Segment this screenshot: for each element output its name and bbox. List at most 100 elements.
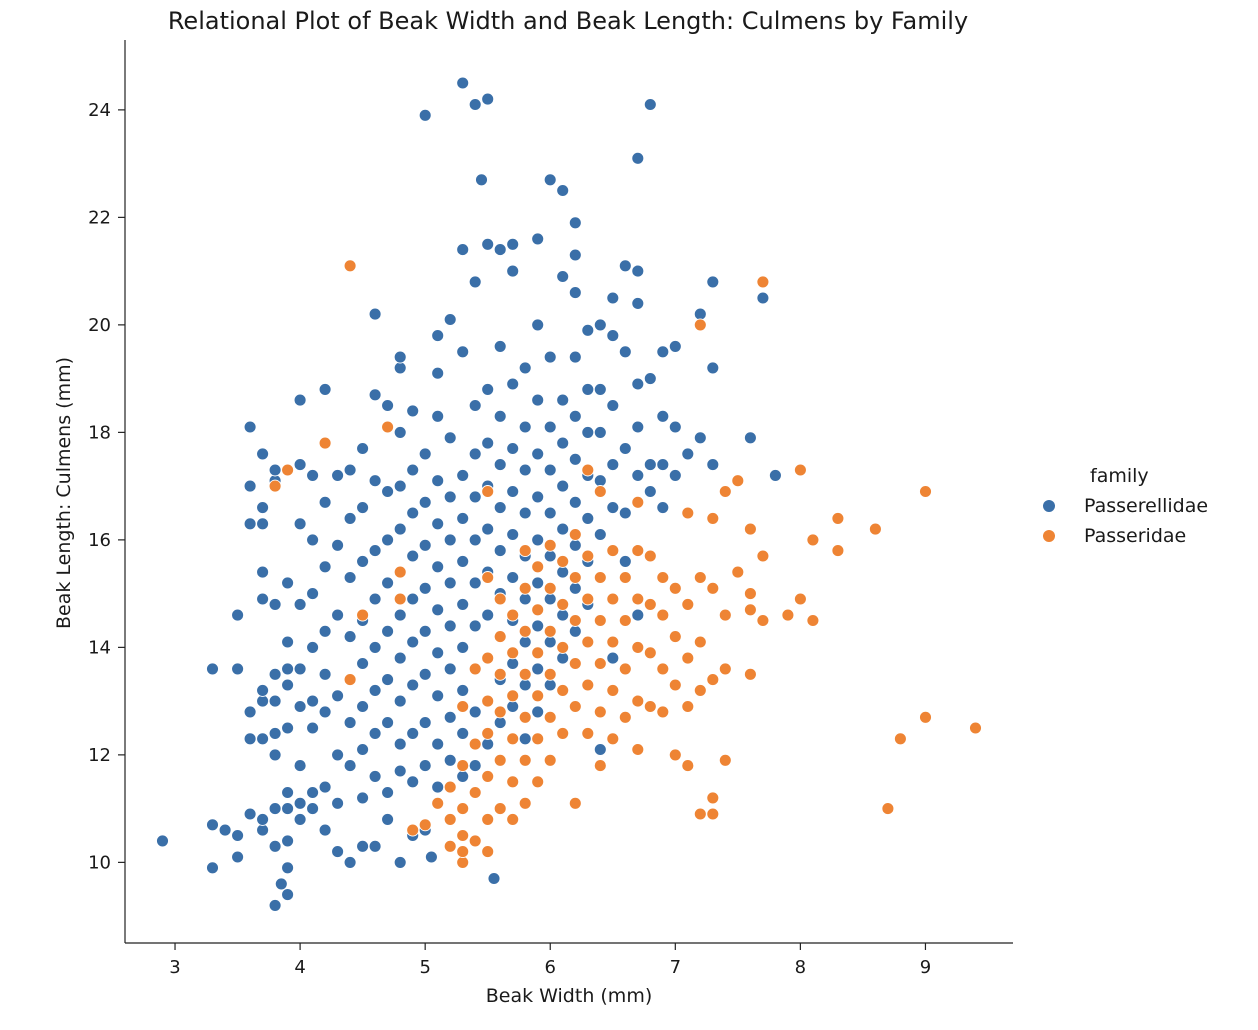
point-passeridae — [643, 597, 657, 611]
point-passerellidae — [593, 425, 607, 439]
point-passerellidae — [418, 667, 432, 681]
point-passerellidae — [506, 237, 520, 251]
point-passerellidae — [556, 522, 570, 536]
point-passerellidae — [368, 544, 382, 558]
point-passeridae — [431, 796, 445, 810]
point-passeridae — [493, 630, 507, 644]
point-passerellidae — [431, 329, 445, 343]
point-passerellidae — [543, 420, 557, 434]
point-passerellidae — [593, 474, 607, 488]
point-passeridae — [693, 571, 707, 584]
point-passerellidae — [268, 839, 282, 853]
point-passerellidae — [568, 248, 582, 262]
point-passerellidae — [318, 667, 332, 681]
point-passerellidae — [406, 592, 420, 606]
point-passerellidae — [656, 409, 670, 423]
point-passerellidae — [668, 420, 682, 434]
point-passeridae — [268, 479, 282, 493]
point-passerellidae — [556, 184, 570, 197]
point-passerellidae — [593, 318, 607, 332]
point-passerellidae — [331, 538, 345, 552]
point-passerellidae — [256, 683, 270, 697]
point-passeridae — [606, 635, 620, 649]
point-passerellidae — [293, 700, 307, 713]
point-passerellidae — [581, 323, 595, 337]
point-passeridae — [568, 657, 582, 670]
y-tick-label: 24 — [88, 100, 111, 121]
point-passerellidae — [481, 92, 495, 106]
point-passerellidae — [631, 608, 645, 622]
point-passerellidae — [556, 436, 570, 450]
point-passerellidae — [306, 587, 320, 601]
point-passeridae — [481, 769, 495, 783]
point-passerellidae — [443, 710, 457, 724]
point-passeridae — [668, 630, 682, 644]
point-passeridae — [481, 485, 495, 498]
point-passerellidae — [356, 657, 370, 670]
point-passerellidae — [281, 888, 295, 902]
point-passerellidae — [243, 517, 257, 531]
point-passerellidae — [268, 802, 282, 816]
point-passerellidae — [256, 732, 270, 746]
point-passeridae — [631, 592, 645, 606]
point-passeridae — [656, 608, 670, 622]
point-passerellidae — [518, 361, 532, 375]
point-passerellidae — [281, 834, 295, 848]
point-passerellidae — [318, 705, 332, 719]
point-passeridae — [518, 753, 532, 767]
point-passeridae — [468, 834, 482, 848]
point-passeridae — [468, 737, 482, 751]
point-passerellidae — [531, 533, 545, 547]
point-passeridae — [793, 592, 807, 606]
point-passerellidae — [518, 420, 532, 434]
point-passerellidae — [393, 350, 407, 364]
point-passerellidae — [493, 458, 507, 472]
point-passeridae — [543, 581, 557, 595]
legend-title: family — [1090, 465, 1149, 487]
point-passerellidae — [456, 769, 470, 783]
point-passerellidae — [393, 608, 407, 622]
point-passeridae — [568, 796, 582, 810]
point-passerellidae — [706, 275, 720, 289]
point-passeridae — [456, 855, 470, 869]
point-passerellidae — [543, 173, 557, 187]
point-passerellidae — [406, 678, 420, 692]
point-passeridae — [668, 678, 682, 692]
point-passerellidae — [318, 624, 332, 638]
point-passerellidae — [331, 748, 345, 762]
point-passerellidae — [293, 597, 307, 611]
point-passerellidae — [693, 307, 707, 321]
point-passerellidae — [368, 769, 382, 783]
point-passerellidae — [456, 640, 470, 654]
point-passerellidae — [656, 501, 670, 515]
y-tick-label: 20 — [88, 315, 111, 336]
point-passeridae — [456, 845, 470, 859]
point-passerellidae — [543, 463, 557, 477]
point-passerellidae — [581, 382, 595, 396]
point-passerellidae — [493, 339, 507, 353]
point-passerellidae — [381, 716, 395, 730]
point-passerellidae — [493, 243, 507, 257]
point-passerellidae — [606, 329, 620, 343]
point-passeridae — [743, 603, 757, 617]
point-passerellidae — [556, 479, 570, 493]
point-passerellidae — [356, 791, 370, 805]
point-passerellidae — [393, 651, 407, 665]
point-passerellidae — [318, 780, 332, 794]
point-passerellidae — [243, 807, 257, 821]
point-passerellidae — [481, 436, 495, 450]
point-passerellidae — [443, 490, 457, 504]
point-passeridae — [418, 818, 432, 832]
point-passeridae — [743, 522, 757, 536]
y-tick-label: 22 — [88, 207, 111, 228]
point-passerellidae — [668, 339, 682, 353]
point-passerellidae — [318, 495, 332, 509]
point-passerellidae — [331, 845, 345, 859]
point-passeridae — [618, 614, 632, 627]
point-passerellidae — [431, 560, 445, 574]
point-passeridae — [618, 571, 632, 584]
point-passeridae — [506, 812, 520, 826]
point-passerellidae — [706, 458, 720, 472]
point-passerellidae — [331, 796, 345, 810]
point-passerellidae — [243, 705, 257, 719]
